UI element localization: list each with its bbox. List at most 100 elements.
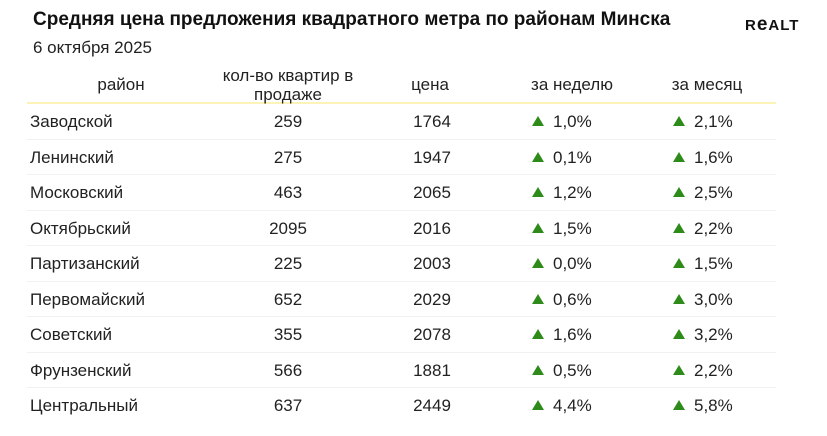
table-row: Первомайский 652 2029 0,6% 3,0% (27, 282, 776, 317)
listing-count: 566 (273, 360, 303, 380)
listing-count: 463 (273, 183, 303, 202)
table-body: Заводской 259 1764 1,0% 2,1% Ленинский 275 1947… (27, 104, 776, 424)
week-change: 4,4% (532, 396, 592, 416)
up-arrow-icon (673, 293, 685, 304)
listing-count: 637 (273, 396, 303, 415)
month-change-value: 1,6% (694, 147, 733, 167)
district-name: Фрунзенский (30, 360, 132, 380)
price-value: 2003 (413, 254, 451, 273)
week-change-value: 1,2% (553, 183, 592, 202)
up-arrow-icon (673, 222, 685, 233)
week-change-value: 0,1% (553, 147, 592, 167)
month-change-value: 3,0% (694, 289, 733, 309)
week-change-value: 0,5% (553, 360, 592, 380)
listing-count: 259 (273, 112, 303, 131)
header-count: кол-во квартир в продаже (222, 66, 354, 104)
table-row: Ленинский 275 1947 0,1% 1,6% (27, 140, 776, 175)
district-name: Советский (30, 325, 112, 344)
up-arrow-icon (673, 116, 685, 126)
header-week: за неделю (531, 75, 613, 94)
up-arrow-icon (673, 329, 685, 339)
month-change: 1,5% (673, 254, 733, 274)
month-change: 2,2% (673, 219, 733, 239)
price-value: 2016 (413, 218, 451, 238)
up-arrow-icon (673, 400, 685, 410)
week-change: 1,6% (532, 325, 592, 345)
week-change: 1,2% (532, 183, 592, 203)
up-arrow-icon (532, 364, 544, 375)
price-value: 1947 (413, 147, 451, 167)
table-row: Советский 355 2078 1,6% 3,2% (27, 317, 776, 353)
month-change-value: 2,2% (694, 218, 733, 238)
report-date: 6 октября 2025 (33, 38, 152, 57)
month-change-value: 2,5% (694, 183, 733, 202)
month-change-value: 2,1% (694, 112, 733, 131)
up-arrow-icon (532, 187, 544, 197)
month-change-value: 5,8% (694, 396, 733, 415)
month-change-value: 1,5% (694, 254, 733, 273)
up-arrow-icon (532, 329, 544, 339)
week-change: 1,0% (532, 112, 592, 132)
up-arrow-icon (532, 258, 544, 268)
header-price: цена (411, 75, 449, 94)
district-name: Первомайский (30, 289, 145, 309)
month-change: 5,8% (673, 396, 733, 416)
listing-count: 652 (273, 289, 303, 309)
district-name: Заводской (30, 112, 113, 131)
listing-count: 225 (273, 254, 303, 273)
month-change-value: 3,2% (694, 325, 733, 344)
up-arrow-icon (532, 151, 544, 162)
week-change-value: 4,4% (553, 396, 592, 415)
up-arrow-icon (673, 187, 685, 197)
district-name: Московский (30, 183, 124, 202)
up-arrow-icon (532, 293, 544, 304)
month-change: 2,2% (673, 361, 733, 381)
table-row: Октябрьский 2095 2016 1,5% 2,2% (27, 211, 776, 246)
week-change: 0,6% (532, 290, 592, 310)
listing-count: 2095 (269, 218, 307, 238)
week-change-value: 0,6% (553, 289, 592, 309)
week-change-value: 1,0% (553, 112, 592, 131)
week-change: 0,5% (532, 361, 592, 381)
up-arrow-icon (532, 400, 544, 410)
up-arrow-icon (673, 151, 685, 162)
table-row: Партизанский 225 2003 0,0% 1,5% (27, 246, 776, 282)
week-change-value: 1,6% (553, 325, 592, 344)
month-change: 3,2% (673, 325, 733, 345)
table-row: Фрунзенский 566 1881 0,5% 2,2% (27, 353, 776, 388)
price-value: 2065 (413, 183, 451, 202)
table-row: Центральный 637 2449 4,4% 5,8% (27, 388, 776, 424)
table-row: Заводской 259 1764 1,0% 2,1% (27, 104, 776, 140)
month-change: 1,6% (673, 148, 733, 168)
price-value: 2029 (413, 289, 451, 309)
up-arrow-icon (532, 222, 544, 233)
week-change-value: 1,5% (553, 218, 592, 238)
week-change: 0,0% (532, 254, 592, 274)
listing-count: 355 (273, 325, 303, 344)
week-change-value: 0,0% (553, 254, 592, 273)
listing-count: 275 (273, 147, 303, 167)
week-change: 1,5% (532, 219, 592, 239)
price-value: 2449 (413, 396, 451, 415)
district-name: Октябрьский (30, 218, 131, 238)
price-value: 1764 (413, 112, 451, 131)
up-arrow-icon (673, 258, 685, 268)
table-row: Московский 463 2065 1,2% 2,5% (27, 175, 776, 211)
header-district: район (97, 75, 145, 94)
price-value: 2078 (413, 325, 451, 344)
month-change: 3,0% (673, 290, 733, 310)
district-name: Центральный (30, 396, 138, 415)
week-change: 0,1% (532, 148, 592, 168)
month-change: 2,1% (673, 112, 733, 132)
header-month: за месяц (671, 75, 743, 94)
month-change-value: 2,2% (694, 360, 733, 380)
realt-logo: ReALT (745, 14, 800, 35)
table-header: район кол-во квартир в продаже цена за н… (27, 66, 776, 104)
up-arrow-icon (673, 364, 685, 375)
chart-title: Средняя цена предложения квадратного мет… (33, 9, 671, 30)
price-value: 1881 (413, 360, 451, 380)
month-change: 2,5% (673, 183, 733, 203)
district-name: Партизанский (30, 254, 140, 273)
district-name: Ленинский (30, 147, 114, 167)
up-arrow-icon (532, 116, 544, 126)
